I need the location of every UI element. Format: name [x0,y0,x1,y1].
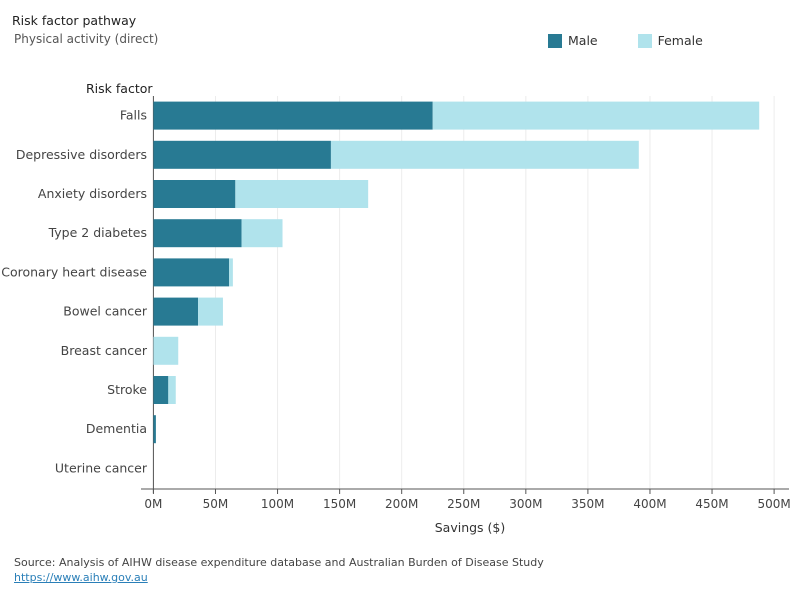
x-tick-label: 0M [144,497,162,511]
category-label: Anxiety disorders [38,186,147,201]
bar-female [241,219,283,248]
x-tick-label: 350M [571,497,604,511]
x-tick-label: 50M [203,497,229,511]
category-label: Coronary heart disease [1,264,147,279]
legend-swatch-female [637,33,652,48]
category-label: Uterine cancer [55,460,148,475]
x-tick-label: 400M [633,497,666,511]
bar-male [153,180,236,208]
bar-female [330,140,639,169]
bar-female [229,258,233,287]
category-label: Stroke [107,382,147,397]
bar-male [153,101,433,130]
bar-female [198,297,223,326]
category-label: Type 2 diabetes [48,225,147,240]
x-tick-label: 100M [261,497,294,511]
category-label: Depressive disorders [16,147,147,162]
category-label: Bowel cancer [63,304,148,319]
bar-male [153,415,156,444]
category-label: Falls [120,108,147,123]
legend-swatch-male [548,33,562,48]
bar-female [235,180,369,208]
x-tick-label: 450M [695,497,728,511]
chart-subtitle: Physical activity (direct) [14,32,159,46]
x-axis-title: Savings ($) [435,520,506,535]
bar-female [168,376,176,404]
bar-male [153,140,331,169]
legend: Male Female [548,33,743,48]
legend-label-male: Male [568,33,598,48]
x-tick-label: 250M [447,497,480,511]
bar-male [153,258,230,287]
category-label: Dementia [86,421,147,436]
x-tick-label: 150M [323,497,356,511]
bar-female [153,336,179,365]
bar-female [432,101,760,130]
bar-chart: Falls Depressive disorders Anxiety disorde… [1,96,791,535]
legend-item-male[interactable]: Male [548,33,598,48]
category-axis-header: Risk factor [86,81,153,96]
source-link[interactable]: https://www.aihw.gov.au [14,571,148,584]
bar-male [153,297,199,326]
source-note: Source: Analysis of AIHW disease expendi… [14,556,544,569]
x-tick-label: 500M [757,497,790,511]
bar-male [153,219,242,248]
x-tick-label: 300M [509,497,542,511]
legend-label-female: Female [657,33,703,48]
x-tick-label: 200M [385,497,418,511]
legend-item-female[interactable]: Female [637,33,703,48]
category-label: Breast cancer [61,343,148,358]
chart-title: Risk factor pathway [12,13,137,28]
bar-male [153,376,169,404]
